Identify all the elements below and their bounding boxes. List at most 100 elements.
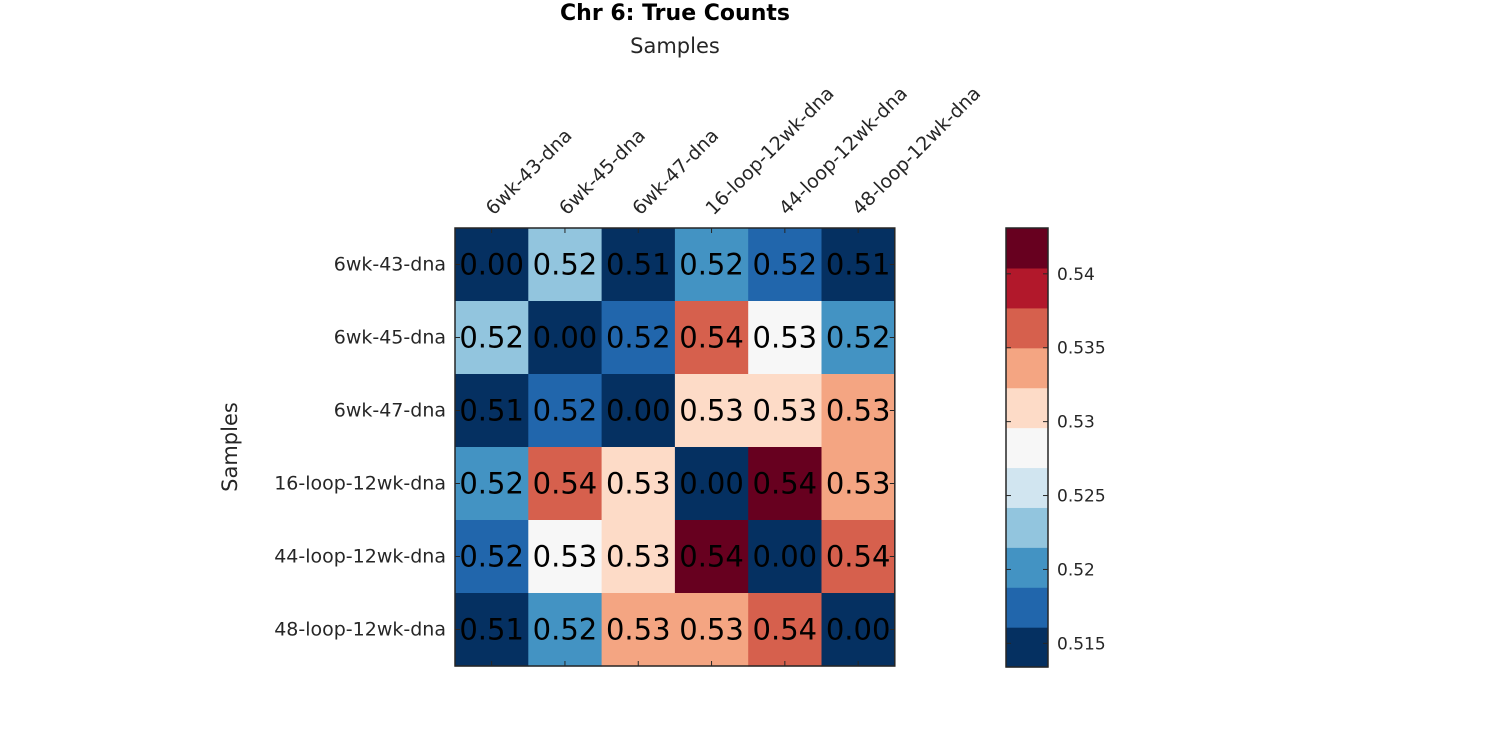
- heatmap-cell: [748, 593, 823, 667]
- heatmap-cell: [748, 228, 823, 302]
- cell-value-label: 0.52: [533, 248, 598, 282]
- chart-title: Chr 6: True Counts: [560, 1, 790, 26]
- colorbar-tick-label: 0.535: [1057, 339, 1106, 359]
- heatmap-cell: [748, 520, 823, 594]
- cell-value-label: 0.52: [533, 613, 598, 647]
- heatmap-axes: [454, 227, 896, 667]
- y-tick-label: 6wk-47-dna: [334, 400, 446, 422]
- heatmap-cell: [528, 374, 603, 448]
- heatmap-cell: [455, 301, 529, 375]
- heatmap-cell: [674, 228, 749, 302]
- cell-value-label: 0.53: [606, 467, 671, 501]
- colorbar-tick-label: 0.54: [1057, 265, 1095, 285]
- heatmap-cell: [674, 593, 749, 667]
- cell-value-label: 0.54: [826, 540, 891, 574]
- cell-value-label: 0.52: [459, 321, 524, 355]
- cell-value-label: 0.52: [459, 540, 524, 574]
- heatmap-cell: [821, 301, 896, 375]
- colorbar-tick-label: 0.52: [1057, 560, 1095, 580]
- y-tick-label: 16-loop-12wk-dna: [274, 473, 446, 495]
- colorbar-tick-label: 0.525: [1057, 487, 1106, 507]
- x-tick-labels: 6wk-43-dna6wk-45-dna6wk-47-dna16-loop-12…: [482, 82, 986, 219]
- heatmap-cell: [528, 301, 603, 375]
- heatmap-cell: [674, 520, 749, 594]
- y-tick-label: 6wk-43-dna: [334, 254, 446, 276]
- cell-value-label: 0.54: [679, 540, 744, 574]
- colorbar-segment: [1006, 587, 1048, 628]
- y-tick-label: 6wk-45-dna: [334, 327, 446, 349]
- heatmap-cell: [601, 374, 676, 448]
- y-tick-label: 44-loop-12wk-dna: [274, 546, 446, 568]
- heatmap-cell: [601, 301, 676, 375]
- heatmap-cell: [674, 374, 749, 448]
- x-tick-label: 16-loop-12wk-dna: [702, 82, 839, 219]
- colorbar-segment: [1006, 387, 1048, 429]
- heatmap-cell: [748, 301, 823, 375]
- cell-value-label: 0.51: [459, 394, 524, 428]
- cell-value-label: 0.53: [606, 540, 671, 574]
- cell-value-label: 0.54: [753, 467, 818, 501]
- colorbar-segment: [1006, 427, 1048, 469]
- heatmap-cell: [601, 228, 676, 302]
- cell-value-label: 0.53: [826, 394, 891, 428]
- colorbar-segment: [1006, 228, 1048, 269]
- colorbar-segment: [1006, 627, 1048, 668]
- heatmap-cell: [528, 228, 603, 302]
- colorbar-frame: [1005, 227, 1049, 668]
- x-tick-label: 44-loop-12wk-dna: [775, 82, 912, 219]
- x-axis-label: Samples: [630, 34, 720, 58]
- cell-value-label: 0.53: [606, 613, 671, 647]
- heatmap-cells: [455, 228, 896, 667]
- heatmap-cell: [821, 520, 896, 594]
- cell-value-label: 0.00: [679, 467, 744, 501]
- cell-value-label: 0.53: [679, 613, 744, 647]
- cell-value-label: 0.54: [533, 467, 598, 501]
- heatmap-cell: [821, 374, 896, 448]
- cell-value-label: 0.00: [826, 613, 891, 647]
- cell-value-label: 0.51: [826, 248, 891, 282]
- heatmap-cell: [528, 593, 603, 667]
- colorbar-segment: [1006, 507, 1048, 548]
- heatmap-cell: [601, 593, 676, 667]
- heatmap-cell: [821, 447, 896, 521]
- cell-value-label: 0.54: [753, 613, 818, 647]
- heatmap-cell: [748, 447, 823, 521]
- cell-value-label: 0.52: [533, 394, 598, 428]
- heatmap-cell: [455, 447, 529, 521]
- heatmap-cell: [455, 520, 529, 594]
- cell-value-label: 0.54: [679, 321, 744, 355]
- cell-value-label: 0.00: [606, 394, 671, 428]
- heatmap-cell: [455, 593, 529, 667]
- heatmap-cell: [455, 374, 529, 448]
- cell-value-label: 0.00: [753, 540, 818, 574]
- cell-value-label: 0.51: [459, 613, 524, 647]
- colorbar-segment: [1006, 307, 1048, 349]
- cell-value-label: 0.52: [679, 248, 744, 282]
- cell-value-label: 0.52: [459, 467, 524, 501]
- colorbar-tick-label: 0.515: [1057, 634, 1106, 654]
- heatmap-cell-labels: 0.00 0.52 0.51 0.52 0.52 0.510.52 0.00 0.52 0.54…: [459, 248, 890, 647]
- x-tick-label: 48-loop-12wk-dna: [848, 82, 985, 219]
- heatmap-cell: [748, 374, 823, 448]
- colorbar-segment: [1006, 467, 1048, 508]
- cell-value-label: 0.51: [606, 248, 671, 282]
- plot-frame: [454, 227, 896, 667]
- cell-value-label: 0.53: [753, 321, 818, 355]
- cell-value-label: 0.00: [459, 248, 524, 282]
- colorbar-segment: [1006, 547, 1048, 588]
- cell-value-label: 0.53: [679, 394, 744, 428]
- heatmap-cell: [674, 447, 749, 521]
- colorbar-tick-label: 0.53: [1057, 413, 1095, 433]
- heatmap-cell: [601, 447, 676, 521]
- heatmap-cell: [528, 447, 603, 521]
- cell-value-label: 0.52: [826, 321, 891, 355]
- cell-value-label: 0.53: [826, 467, 891, 501]
- colorbar-segment: [1006, 267, 1048, 309]
- colorbar: 0.515 0.52 0.525 0.53 0.535 0.54: [1005, 227, 1106, 668]
- heatmap-cell: [455, 228, 529, 302]
- cell-value-label: 0.52: [606, 321, 671, 355]
- cell-value-label: 0.53: [753, 394, 818, 428]
- cell-value-label: 0.00: [533, 321, 598, 355]
- colorbar-segment: [1006, 347, 1048, 389]
